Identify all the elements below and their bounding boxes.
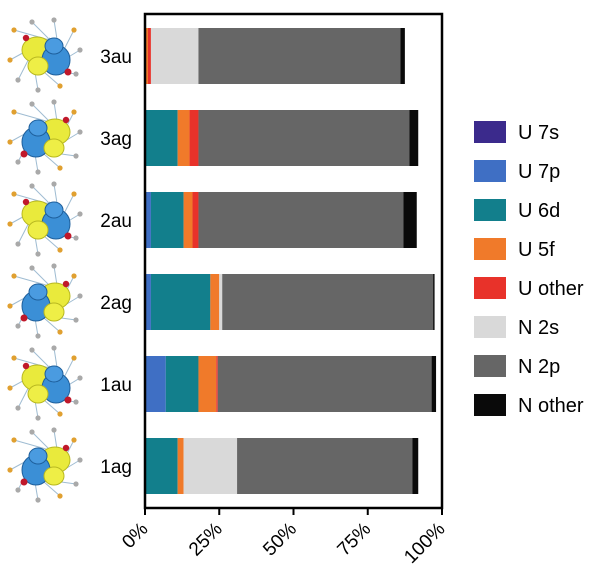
legend-swatch-u-7s (474, 121, 506, 143)
bar-2ag-n-2s (219, 274, 223, 330)
legend-label: U other (518, 278, 584, 300)
bar-3au-n-2p (198, 28, 401, 84)
legend-swatch-u-5f (474, 238, 506, 260)
orbital-3ag-image (7, 99, 83, 175)
bar-1au-u-5f (198, 356, 217, 412)
bar-3ag-u-other (189, 110, 199, 166)
legend-label: U 7p (518, 161, 560, 183)
orbital-2au-image (7, 181, 83, 257)
orbital-images (7, 17, 83, 503)
legend-label: U 7s (518, 122, 559, 144)
bar-2ag-u-6d (150, 274, 211, 330)
orbital-2ag-image (7, 263, 83, 339)
legend-swatch-u-6d (474, 199, 506, 221)
bar-1ag-n-2s (183, 438, 238, 494)
legend-swatch-n-2s (474, 316, 506, 338)
x-axis-ticks: 0% 25% 50% 75% 100% (118, 508, 450, 568)
category-label-2au: 2au (100, 211, 132, 232)
x-tick-label: 25% (185, 519, 227, 561)
bar-1au-u-other (216, 356, 218, 412)
plot-frame (143, 12, 444, 510)
bar-2ag-u-5f (210, 274, 220, 330)
legend-swatch-n-other (474, 394, 506, 416)
category-label-2ag: 2ag (100, 293, 132, 314)
bar-1au-u-6d (165, 356, 199, 412)
bar-1au-n-2p (217, 356, 432, 412)
bar-2ag-n-2p (222, 274, 434, 330)
legend: U 7s U 7p U 6d U 5f U other N 2s N 2p N other (474, 121, 584, 417)
category-labels: 3au 3ag 2au 2ag 1au 1ag (100, 47, 132, 478)
bar-2au-u-5f (183, 192, 193, 248)
legend-label: U 6d (518, 200, 560, 222)
orbital-3au-image (7, 17, 83, 93)
bar-3ag-u-5f (177, 110, 190, 166)
category-label-1ag: 1ag (100, 457, 132, 478)
legend-label: N 2p (518, 356, 560, 378)
legend-label: N other (518, 395, 584, 417)
x-tick-label: 75% (334, 519, 376, 561)
bar-1ag-u-5f (177, 438, 184, 494)
bar-3ag-n-2p (198, 110, 410, 166)
legend-label: N 2s (518, 317, 559, 339)
bar-2ag-n-other (433, 274, 435, 330)
bar-3au-u-5f (145, 28, 148, 84)
legend-swatch-u-other (474, 277, 506, 299)
category-label-3au: 3au (100, 47, 132, 68)
orbital-1ag-image (7, 427, 83, 503)
bar-1au-n-other (431, 356, 437, 412)
bar-2au-n-2p (198, 192, 404, 248)
bar-2au-u-other (192, 192, 199, 248)
bar-2au-n-other (403, 192, 417, 248)
category-label-1au: 1au (100, 375, 132, 396)
orbital-1au-image (7, 345, 83, 421)
category-label-3ag: 3ag (100, 129, 132, 150)
x-tick-label: 50% (259, 519, 301, 561)
bar-3ag-n-other (409, 110, 419, 166)
x-tick-label: 0% (118, 519, 152, 553)
bar-3au-n-other (400, 28, 405, 84)
bar-3ag-u-6d (145, 110, 178, 166)
bar-1au-u-7p (145, 356, 166, 412)
bar-2ag-u-7p (145, 274, 151, 330)
legend-swatch-n-2p (474, 355, 506, 377)
bar-3au-u-other (147, 28, 151, 84)
bar-3au-n-2s (150, 28, 199, 84)
bar-2au-u-6d (150, 192, 184, 248)
legend-label: U 5f (518, 239, 555, 261)
bar-1ag-u-6d (145, 438, 178, 494)
bar-1ag-n-other (412, 438, 419, 494)
bars (145, 28, 437, 494)
bar-2au-u-7p (145, 192, 151, 248)
legend-swatch-u-7p (474, 160, 506, 182)
bar-1ag-n-2p (237, 438, 413, 494)
x-tick-label: 100% (400, 519, 449, 568)
